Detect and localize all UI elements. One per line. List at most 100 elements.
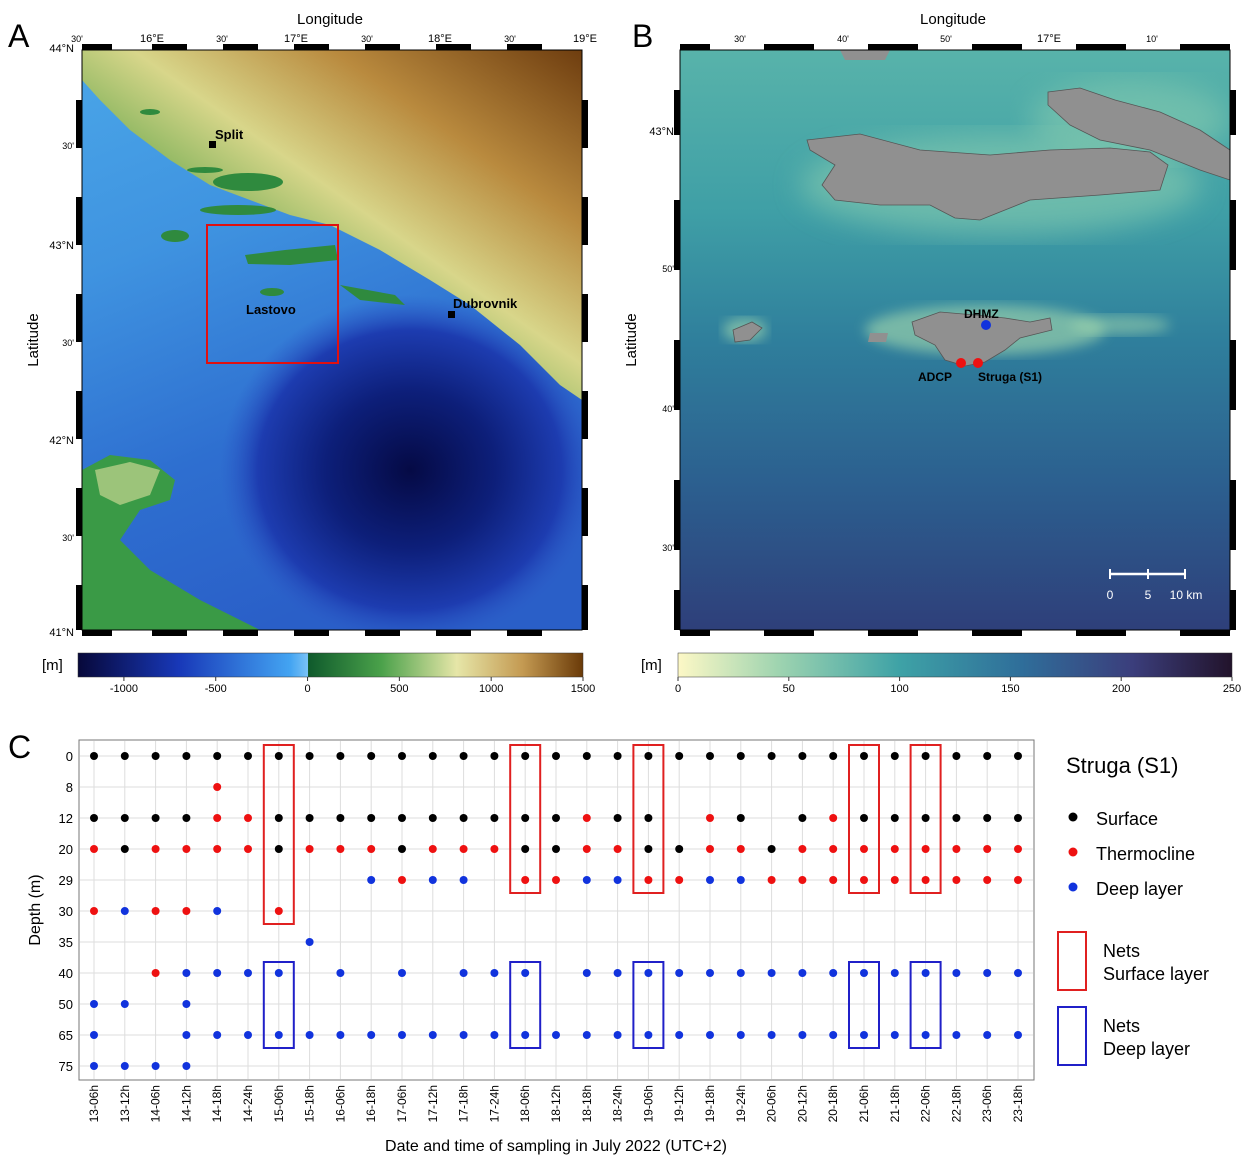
map-a-top-tick: 17°E	[284, 33, 308, 45]
deep-point	[613, 876, 622, 884]
deep-point	[213, 969, 222, 977]
legend-net-deep-box	[1057, 1006, 1087, 1066]
panel-a-ylabel: Latitude	[25, 313, 42, 366]
deep-point	[151, 1062, 160, 1070]
deep-point	[120, 1062, 129, 1070]
thermocline-point	[829, 876, 838, 884]
surface-point	[521, 814, 530, 822]
surface-point	[860, 814, 868, 822]
chart-x-tick: 16-18h	[364, 1085, 378, 1122]
deep-point	[860, 969, 868, 977]
deep-point	[613, 969, 622, 977]
deep-point	[274, 969, 283, 977]
thermocline-point	[90, 845, 98, 853]
surface-point	[767, 752, 776, 760]
surface-point	[890, 814, 899, 822]
thermocline-point	[582, 814, 591, 822]
map-a-left-tick: 42°N	[49, 435, 74, 447]
net-deep-box	[909, 961, 942, 1049]
deep-point	[428, 1031, 437, 1039]
map-b-left-tick: 40'	[662, 404, 674, 414]
net-deep-box	[262, 961, 295, 1049]
map-a-left-tick: 30'	[62, 141, 74, 151]
surface-point	[1014, 814, 1022, 822]
deep-point	[120, 907, 129, 915]
station-struga-marker	[973, 358, 983, 368]
deep-point	[706, 876, 714, 884]
map-b-terrain	[680, 50, 1230, 630]
surface-point	[459, 752, 468, 760]
surface-point	[274, 814, 283, 822]
surface-point	[921, 814, 930, 822]
chart-x-tick: 17-06h	[395, 1085, 409, 1122]
thermocline-point	[151, 907, 160, 915]
thermocline-point	[182, 845, 191, 853]
surface-point	[244, 752, 252, 760]
thermocline-point	[213, 783, 222, 791]
scale-label-10: 10 km	[1170, 588, 1203, 602]
deep-point	[1014, 1031, 1022, 1039]
map-b-top-ticks: 30' 40' 50' 17°E 10'	[734, 33, 1158, 45]
colorbar-tick-label: 200	[1112, 683, 1130, 695]
station-adcp-label: ADCP	[918, 370, 952, 384]
deep-point	[305, 938, 314, 946]
legend-thermocline-label: Thermocline	[1096, 844, 1195, 864]
deep-point	[367, 876, 376, 884]
deep-point	[798, 969, 807, 977]
deep-point	[398, 1031, 406, 1039]
deep-point	[582, 969, 591, 977]
deep-point	[736, 969, 745, 977]
scale-label-5: 5	[1145, 588, 1152, 602]
thermocline-point	[305, 845, 314, 853]
station-dhmz-marker	[981, 320, 991, 330]
map-b-top-tick: 10'	[1146, 34, 1158, 44]
station-dhmz-label: DHMZ	[964, 307, 999, 321]
surface-point	[90, 814, 98, 822]
colorbar-tick-label: 500	[390, 683, 408, 695]
surface-point	[398, 845, 406, 853]
surface-point	[305, 752, 314, 760]
chart-x-tick: 22-06h	[919, 1085, 933, 1122]
thermocline-point	[952, 845, 961, 853]
thermocline-point	[983, 876, 992, 884]
thermocline-point	[244, 814, 252, 822]
surface-point	[274, 752, 283, 760]
thermocline-point	[952, 876, 961, 884]
chart-x-tick: 21-06h	[857, 1085, 871, 1122]
surface-point	[921, 752, 930, 760]
surface-point	[367, 752, 376, 760]
deep-point	[459, 1031, 468, 1039]
surface-point	[552, 845, 560, 853]
deep-point	[182, 1000, 191, 1008]
thermocline-point	[798, 845, 807, 853]
deep-point	[983, 1031, 992, 1039]
station-adcp-marker	[956, 358, 966, 368]
thermocline-point	[552, 876, 560, 884]
surface-point	[675, 752, 684, 760]
colorbar-tick-label: 0	[304, 683, 310, 695]
map-b-top-tick: 50'	[940, 34, 952, 44]
deep-point	[521, 969, 530, 977]
place-split: Split	[215, 127, 244, 142]
legend-net-surface-l1: Nets	[1103, 941, 1140, 961]
legend-surface-label: Surface	[1096, 809, 1158, 829]
deep-point	[921, 969, 930, 977]
thermocline-point	[613, 845, 622, 853]
surface-point	[983, 814, 992, 822]
study-area-box	[206, 224, 339, 364]
place-lastovo: Lastovo	[246, 302, 296, 317]
colorbar-b	[677, 652, 1233, 678]
surface-point	[521, 752, 530, 760]
colorbar-tick-label: -500	[205, 683, 227, 695]
colorbar-tick-label: 100	[890, 683, 908, 695]
thermocline-point	[213, 845, 222, 853]
surface-point	[428, 814, 437, 822]
map-b-frame	[674, 44, 1236, 636]
chart-x-tick: 14-06h	[149, 1085, 163, 1122]
deep-point	[644, 1031, 653, 1039]
colorbar-b-ticks: 0 50 100 150 200 250	[675, 677, 1241, 695]
map-a-frame	[76, 44, 588, 636]
colorbar-tick-label: -1000	[110, 683, 138, 695]
surface-point	[151, 814, 160, 822]
